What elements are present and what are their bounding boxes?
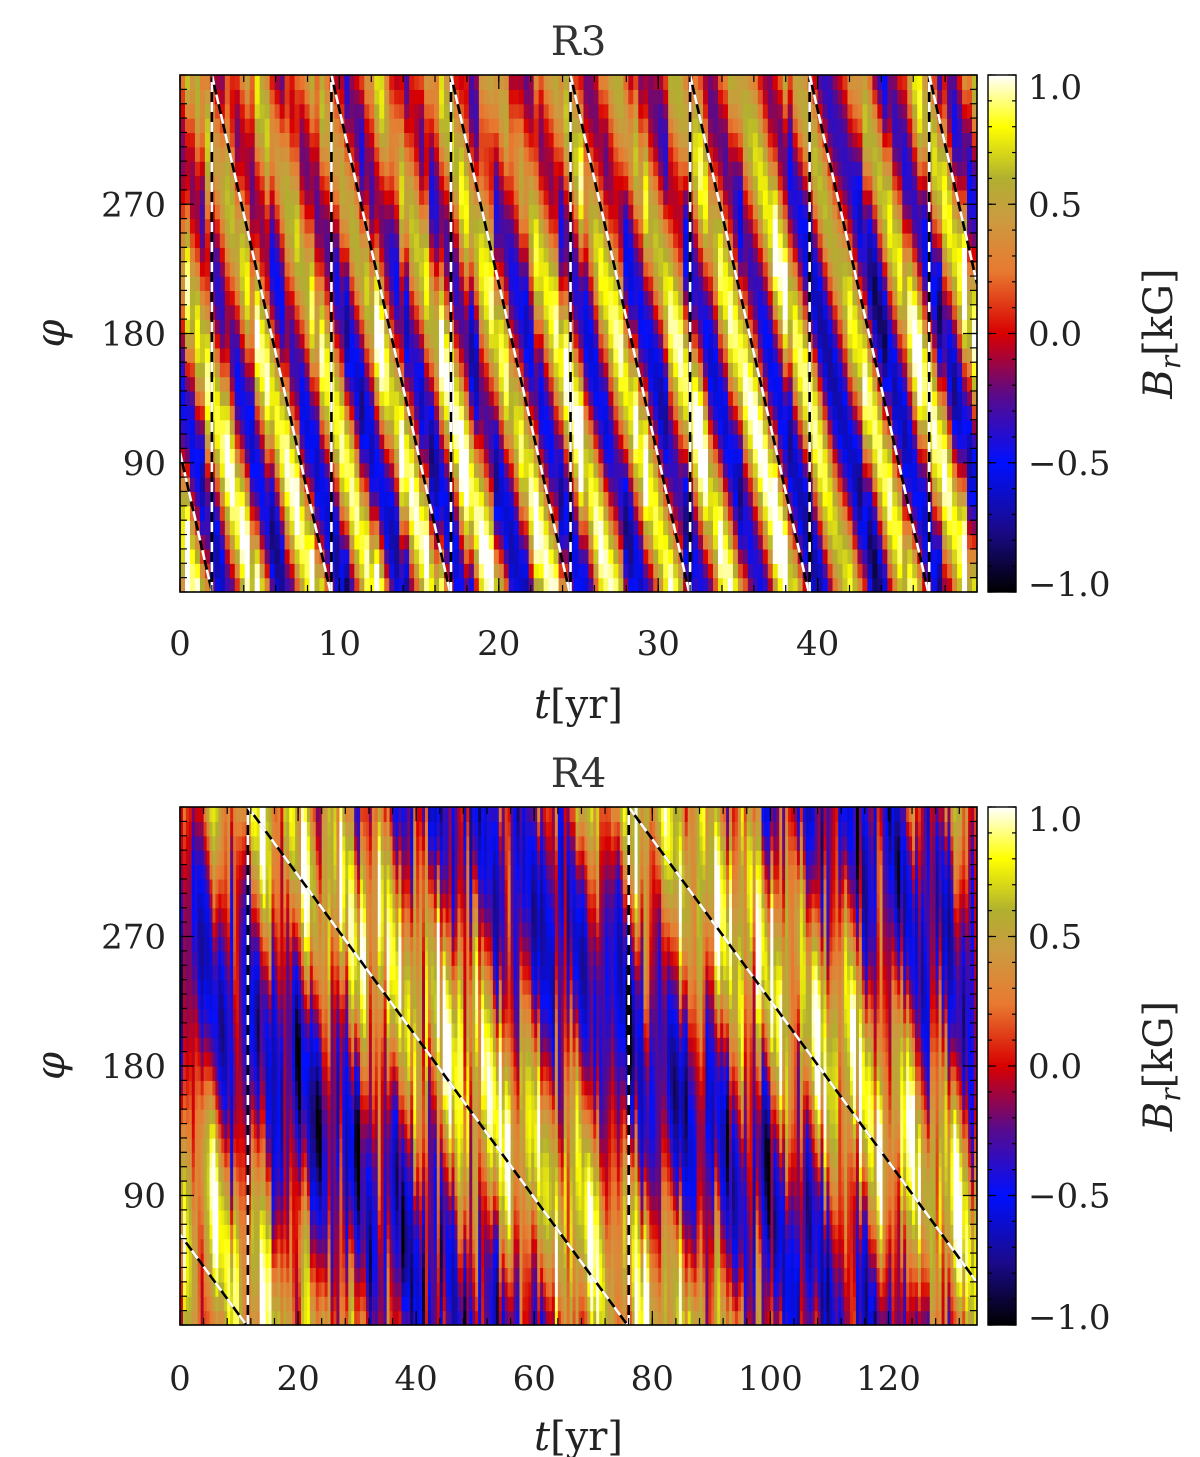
heatmap-field bbox=[180, 75, 977, 592]
y-axis-label: φ bbox=[28, 319, 74, 347]
x-tick-label: 120 bbox=[856, 1359, 921, 1399]
x-tick-label: 0 bbox=[169, 624, 191, 664]
y-tick-label: 270 bbox=[101, 185, 166, 225]
colorbar-tick-label: −0.5 bbox=[1028, 444, 1111, 484]
colorbar-tick-label: −0.5 bbox=[1028, 1177, 1111, 1217]
heatmap-field bbox=[180, 807, 977, 1325]
panel-r3: 0 10 20 30 40 90 180 270 R3 t[yr] φ −1.0 −0.5 0.0 0.5 1… bbox=[28, 19, 1187, 728]
colorbar-tick-label: 1.0 bbox=[1028, 800, 1082, 840]
colorbar: −1.0 −0.5 0.0 0.5 1.0 Br[kG] bbox=[987, 800, 1187, 1338]
colorbar-tick-label: 0.5 bbox=[1028, 918, 1082, 958]
colorbar-label: Br[kG] bbox=[1136, 1001, 1187, 1132]
y-axis-label: φ bbox=[28, 1052, 74, 1080]
y-tick-label: 180 bbox=[101, 1047, 166, 1087]
migration-lines bbox=[180, 75, 977, 592]
y-tick-label: 90 bbox=[123, 444, 166, 484]
x-tick-label: 20 bbox=[276, 1359, 319, 1399]
colorbar-tick-label: −1.0 bbox=[1028, 565, 1111, 605]
x-tick-label: 30 bbox=[637, 624, 680, 664]
colorbar-tick-label: 1.0 bbox=[1028, 68, 1082, 108]
x-tick-label: 0 bbox=[169, 1359, 191, 1399]
colorbar: −1.0 −0.5 0.0 0.5 1.0 Br[kG] bbox=[987, 68, 1187, 605]
x-tick-label: 60 bbox=[513, 1359, 556, 1399]
colorbar-tick-label: −1.0 bbox=[1028, 1298, 1111, 1338]
x-tick-label: 10 bbox=[318, 624, 361, 664]
x-tick-label: 40 bbox=[395, 1359, 438, 1399]
x-tick-label: 40 bbox=[796, 624, 839, 664]
colorbar-tick-label: 0.5 bbox=[1028, 185, 1082, 225]
chart-title: R4 bbox=[551, 751, 607, 797]
x-axis-label: t[yr] bbox=[534, 1414, 623, 1457]
y-tick-label: 270 bbox=[101, 918, 166, 958]
colorbar-label: Br[kG] bbox=[1136, 268, 1187, 399]
x-tick-label: 80 bbox=[631, 1359, 674, 1399]
y-tick-label: 180 bbox=[101, 315, 166, 355]
y-tick-label: 90 bbox=[123, 1177, 166, 1217]
x-tick-label: 100 bbox=[738, 1359, 803, 1399]
migration-lines bbox=[180, 807, 977, 1325]
panel-r4: 0 20 40 60 80 100 120 90 180 270 R4 t[yr] φ −1.0 −0.5 0… bbox=[28, 751, 1187, 1457]
chart-title: R3 bbox=[551, 19, 607, 65]
colorbar-tick-label: 0.0 bbox=[1028, 315, 1082, 355]
x-tick-label: 20 bbox=[477, 624, 520, 664]
x-axis-label: t[yr] bbox=[534, 682, 623, 728]
colorbar-tick-label: 0.0 bbox=[1028, 1047, 1082, 1087]
